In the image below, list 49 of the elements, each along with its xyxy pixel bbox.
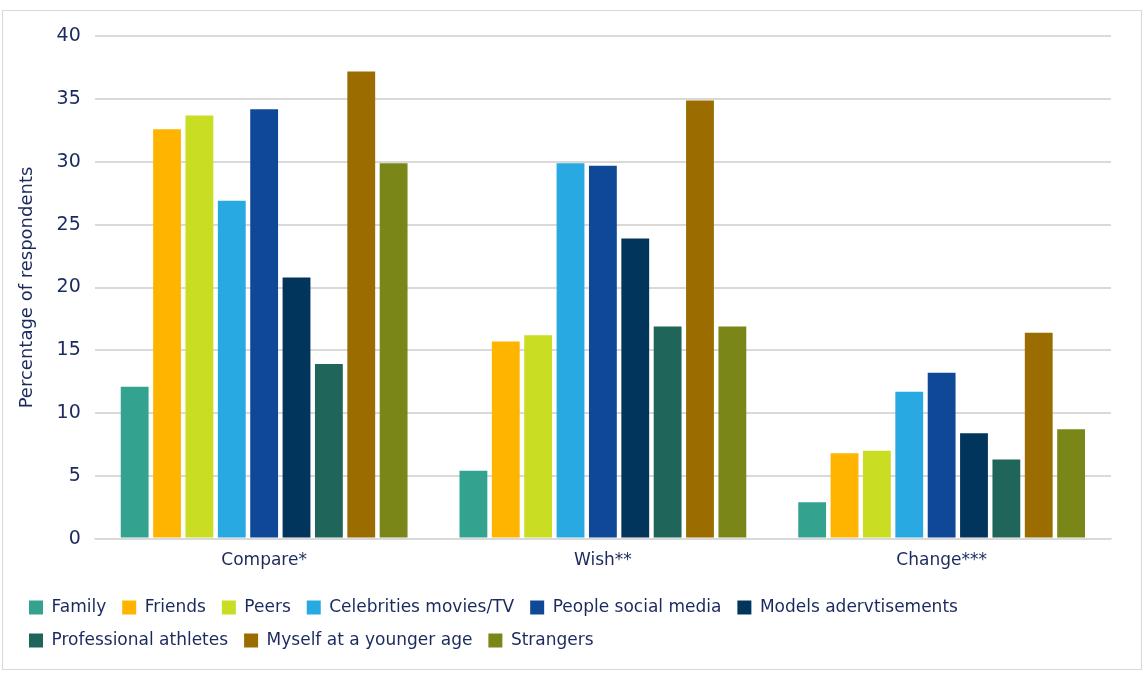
bar: [621, 238, 650, 538]
legend-label: Celebrities movies/TV: [329, 595, 515, 616]
y-tick-label: 30: [56, 148, 81, 171]
y-tick-label: 40: [56, 23, 81, 46]
bar: [653, 326, 682, 538]
y-tick-label: 35: [56, 86, 81, 109]
bar: [217, 200, 246, 538]
legend-label: People social media: [552, 595, 722, 616]
bar: [686, 100, 714, 538]
y-axis-title: Percentage of respondents: [15, 166, 37, 409]
y-tick-label: 20: [56, 274, 81, 297]
y-tick-label: 0: [68, 525, 81, 548]
legend-label: Friends: [144, 595, 206, 616]
bar: [556, 163, 585, 538]
y-tick-label: 5: [68, 462, 81, 485]
bar: [491, 341, 520, 538]
bar: [718, 326, 747, 538]
bar: [830, 453, 859, 538]
legend-label: Peers: [244, 595, 291, 616]
bar: [347, 71, 376, 538]
legend-label: Family: [51, 595, 107, 616]
y-tick-label: 25: [56, 211, 81, 234]
legend-label: Professional athletes: [51, 628, 229, 649]
bar: [960, 433, 988, 538]
bar: [314, 364, 343, 538]
bar: [282, 277, 311, 538]
legend-label: Models adervtisements: [759, 595, 959, 616]
bar: [153, 129, 181, 538]
bar: [1057, 429, 1086, 538]
bar: [1024, 332, 1053, 538]
y-tick-label: 10: [56, 399, 81, 422]
bar: [250, 109, 279, 538]
legend-label: Myself at a younger age: [266, 628, 473, 649]
bar: [798, 502, 827, 538]
bar: [588, 165, 617, 538]
y-tick-label: 15: [56, 337, 81, 360]
bar: [895, 391, 924, 538]
bar: [185, 115, 214, 538]
bar: [927, 372, 956, 538]
bar: [992, 459, 1021, 538]
legend-label: Strangers: [510, 628, 594, 649]
bar: [862, 450, 891, 538]
bar: [379, 163, 408, 538]
bar: [524, 335, 553, 538]
bar: [459, 470, 488, 538]
bar: [120, 386, 149, 538]
x-tick-label: Change***: [896, 549, 987, 570]
x-tick-label: Compare*: [221, 549, 307, 570]
x-tick-label: Wish**: [573, 549, 632, 570]
